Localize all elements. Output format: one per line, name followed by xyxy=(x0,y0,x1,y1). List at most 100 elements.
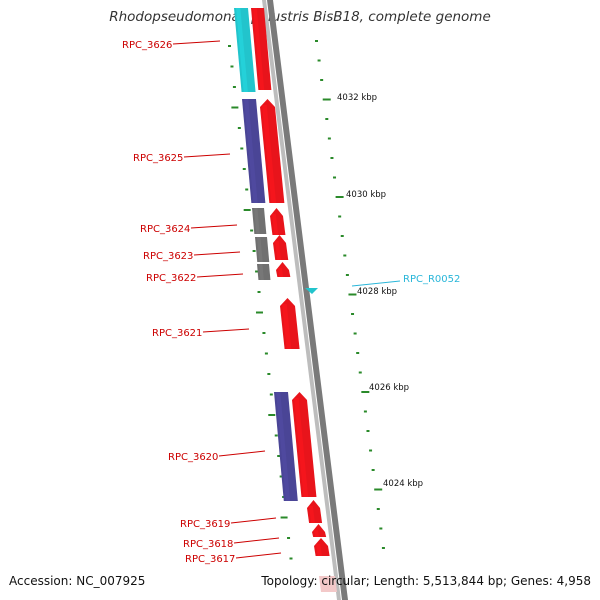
gene-rpc3618-box-highlight xyxy=(314,530,320,537)
scale-minor-tick xyxy=(358,371,362,374)
gene-rpc3617-box xyxy=(314,538,330,556)
inner-minor-tick xyxy=(232,86,236,88)
inner-major-tick xyxy=(255,311,263,314)
scale-major-tick xyxy=(374,488,383,491)
gene-rpc3624-partner-box-highlight xyxy=(272,214,279,235)
scale-minor-tick xyxy=(369,449,373,452)
gene-label-leader xyxy=(172,40,221,45)
gene-rpc3622-partner-box-highlight xyxy=(278,268,284,277)
scale-minor-tick xyxy=(371,469,375,471)
gene-rpc3625-partner-box-highlight xyxy=(262,105,277,203)
scale-minor-tick xyxy=(340,235,344,237)
gene-label-leader xyxy=(202,328,250,333)
gene-rpc3623-box-highlight xyxy=(257,237,263,262)
scale-minor-tick xyxy=(327,137,331,140)
scale-minor-tick xyxy=(333,176,337,179)
gene-rpc3623-partner-box-highlight xyxy=(275,241,282,260)
inner-major-tick xyxy=(231,106,239,109)
scale-minor-tick xyxy=(366,430,370,432)
inner-minor-tick xyxy=(252,250,256,252)
scale-minor-tick xyxy=(330,157,334,159)
inner-minor-tick xyxy=(245,188,249,191)
gene-label-leader xyxy=(183,153,231,158)
gene-rpc3625-box-highlight xyxy=(244,99,258,203)
gene-label-leader xyxy=(190,224,238,229)
gene-rpc3617-box-highlight xyxy=(316,544,322,556)
gene-label: RPC_3626 xyxy=(122,40,172,51)
scale-minor-tick xyxy=(315,40,318,42)
inner-major-tick xyxy=(243,209,251,211)
scale-major-tick xyxy=(348,293,357,296)
gene-rpc3620-box-highlight xyxy=(276,392,291,501)
backbone-strand-shadow xyxy=(262,0,341,600)
gene-label: RPC_3622 xyxy=(146,273,196,284)
inner-minor-tick xyxy=(269,393,273,396)
gene-rpc3626-partner-box-highlight xyxy=(253,8,265,90)
inner-minor-tick xyxy=(230,65,234,68)
backbone-strand xyxy=(267,0,348,600)
gene-rpc3626-box-highlight xyxy=(236,8,248,92)
inner-minor-tick xyxy=(287,537,291,539)
inner-major-tick xyxy=(268,414,276,416)
gene-label: RPC_3625 xyxy=(133,153,183,164)
scale-minor-tick xyxy=(338,215,342,218)
scale-minor-tick xyxy=(351,313,355,315)
scale-minor-tick xyxy=(353,332,357,335)
inner-minor-tick xyxy=(289,557,293,560)
inner-minor-tick xyxy=(237,127,241,129)
rna-label: RPC_R0052 xyxy=(403,274,460,285)
topology-text: Topology: circular; Length: 5,513,844 bp… xyxy=(261,574,591,588)
scale-major-tick xyxy=(335,196,344,198)
gene-rpc3624-box-highlight xyxy=(254,208,260,234)
gene-label: RPC_3617 xyxy=(185,554,235,565)
scale-label: 4024 kbp xyxy=(383,479,423,489)
scale-minor-tick xyxy=(343,254,347,257)
inner-minor-tick xyxy=(228,45,231,47)
gene-label-leader xyxy=(196,273,244,278)
inner-minor-tick xyxy=(262,332,266,334)
inner-minor-tick xyxy=(264,352,268,355)
rna-label-leader xyxy=(351,280,401,287)
inner-minor-tick xyxy=(242,168,246,170)
scale-major-tick xyxy=(361,391,370,393)
scale-label: 4028 kbp xyxy=(357,287,397,297)
inner-minor-tick xyxy=(255,270,259,273)
accession-text: Accession: NC_007925 xyxy=(9,574,146,588)
gene-label: RPC_3623 xyxy=(143,251,193,262)
gene-label: RPC_3618 xyxy=(183,539,233,550)
gene-bottom-fade-box xyxy=(319,576,337,592)
gene-label: RPC_3621 xyxy=(152,328,202,339)
gene-label-leader xyxy=(235,552,282,559)
gene-rpc3622-box-highlight xyxy=(259,264,264,280)
inner-minor-tick xyxy=(274,434,278,437)
scale-minor-tick xyxy=(317,59,321,62)
gene-rpc3621-box-highlight xyxy=(282,304,292,349)
scale-major-tick xyxy=(322,98,331,101)
scale-label: 4032 kbp xyxy=(337,93,377,103)
scale-label: 4026 kbp xyxy=(369,383,409,393)
map-title: Rhodopseudomonas palustris BisB18, compl… xyxy=(109,9,491,25)
scale-minor-tick xyxy=(356,352,360,354)
gene-rpc3620-partner-box-highlight xyxy=(294,398,309,497)
inner-minor-tick xyxy=(267,373,271,375)
rna-rpc-r0052-marker xyxy=(305,288,318,294)
scale-minor-tick xyxy=(379,527,383,530)
gene-label: RPC_3619 xyxy=(180,519,230,530)
gene-rpc3622-box xyxy=(257,264,271,280)
gene-label-leader xyxy=(233,537,280,544)
gene-label-leader xyxy=(230,517,277,524)
scale-minor-tick xyxy=(345,274,349,276)
gene-rpc3622-partner-box xyxy=(276,262,291,277)
inner-minor-tick xyxy=(277,455,281,457)
inner-minor-tick xyxy=(279,475,283,478)
scale-minor-tick xyxy=(376,508,380,510)
gene-label: RPC_3620 xyxy=(168,452,218,463)
inner-major-tick xyxy=(280,516,288,519)
gene-label-leader xyxy=(193,251,241,256)
gene-label-leader xyxy=(218,450,266,457)
scale-minor-tick xyxy=(381,547,385,549)
scale-label: 4030 kbp xyxy=(346,190,386,200)
inner-minor-tick xyxy=(257,291,261,293)
